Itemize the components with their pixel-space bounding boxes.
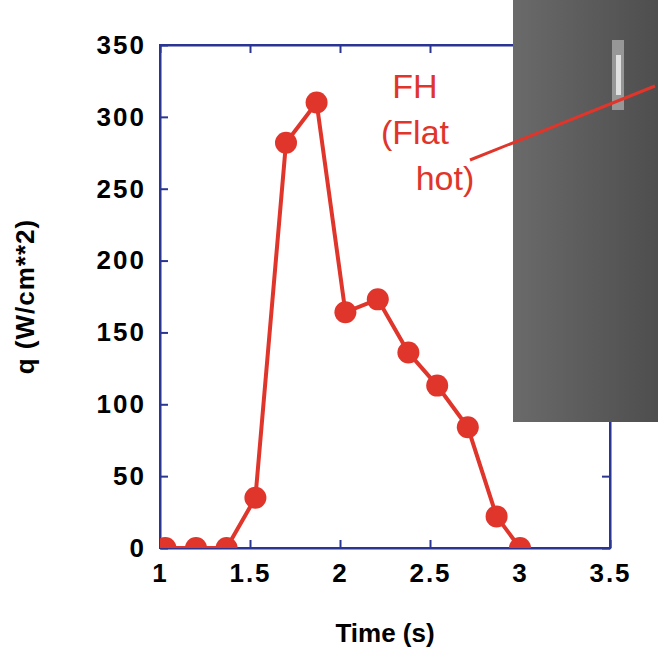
annotation: FH (Flat hot) xyxy=(381,67,474,197)
data-line xyxy=(165,102,520,548)
tick-mark xyxy=(430,45,432,53)
axis-line xyxy=(160,46,162,549)
tick-label: 300 xyxy=(97,102,146,132)
data-point xyxy=(216,537,238,548)
tick-label: 50 xyxy=(113,461,146,491)
tick-mark xyxy=(602,476,610,478)
tick-mark xyxy=(160,404,168,406)
data-point xyxy=(486,505,508,527)
data-point xyxy=(160,537,176,548)
tick-mark xyxy=(160,260,168,262)
tick-label: 3.5 xyxy=(589,558,631,588)
plot-area xyxy=(160,91,531,548)
tick: 2 xyxy=(332,540,348,588)
y-axis: 0 50 100 150 200 250 300 350 xyxy=(97,30,168,563)
tick xyxy=(340,45,341,53)
data-point xyxy=(185,537,207,548)
inset-image xyxy=(513,0,658,422)
x-axis-title: Time (s) xyxy=(335,618,434,648)
tick xyxy=(250,45,251,53)
leader-line xyxy=(470,86,655,160)
data-point xyxy=(509,537,531,548)
y-axis-title: q (W/cm**2) xyxy=(10,219,40,374)
chart: 1 1.5 2 2.5 3 3.5 0 50 100 150 200 250 300 350 Time (s… xyxy=(0,0,658,656)
tick-mark xyxy=(160,116,168,118)
annotation-line: hot) xyxy=(416,159,475,197)
data-point xyxy=(275,132,297,154)
tick xyxy=(602,548,610,549)
tick: 250 xyxy=(97,174,168,204)
tick-label: 250 xyxy=(97,174,146,204)
tick-label: 100 xyxy=(97,389,146,419)
tick-mark xyxy=(430,540,432,548)
tick-label: 1 xyxy=(152,558,168,588)
data-point xyxy=(426,375,448,397)
tick: 350 xyxy=(97,30,168,60)
inset-photo xyxy=(513,0,658,422)
tick-label: 2 xyxy=(332,558,348,588)
data-point xyxy=(457,416,479,438)
data-point xyxy=(367,288,389,310)
data-point xyxy=(306,91,328,113)
tick xyxy=(430,45,431,53)
tick-label: 0 xyxy=(130,533,146,563)
tick-mark xyxy=(340,540,342,548)
tick-mark xyxy=(160,45,168,47)
inset-bright-core xyxy=(616,55,621,95)
tick-mark xyxy=(160,332,168,334)
tick-mark xyxy=(160,188,168,190)
tick-label: 150 xyxy=(97,317,146,347)
data-point xyxy=(244,487,266,509)
tick-mark xyxy=(250,540,252,548)
annotation-line: (Flat xyxy=(381,113,450,151)
tick-mark xyxy=(340,45,342,53)
tick xyxy=(602,476,610,477)
tick-mark xyxy=(160,476,168,478)
tick-label: 350 xyxy=(97,30,146,60)
tick: 2.5 xyxy=(409,540,451,588)
tick-label: 200 xyxy=(97,245,146,275)
tick: 100 xyxy=(97,389,168,419)
annotation-line: FH xyxy=(392,67,437,105)
tick: 50 xyxy=(113,461,168,491)
tick: 200 xyxy=(97,245,168,275)
tick-mark xyxy=(602,548,610,550)
tick-label: 3 xyxy=(512,558,528,588)
tick: 150 xyxy=(97,317,168,347)
tick-label: 2.5 xyxy=(409,558,451,588)
tick-label: 1.5 xyxy=(229,558,271,588)
data-point xyxy=(397,342,419,364)
tick: 300 xyxy=(97,102,168,132)
tick-mark xyxy=(250,45,252,53)
data-point xyxy=(334,301,356,323)
